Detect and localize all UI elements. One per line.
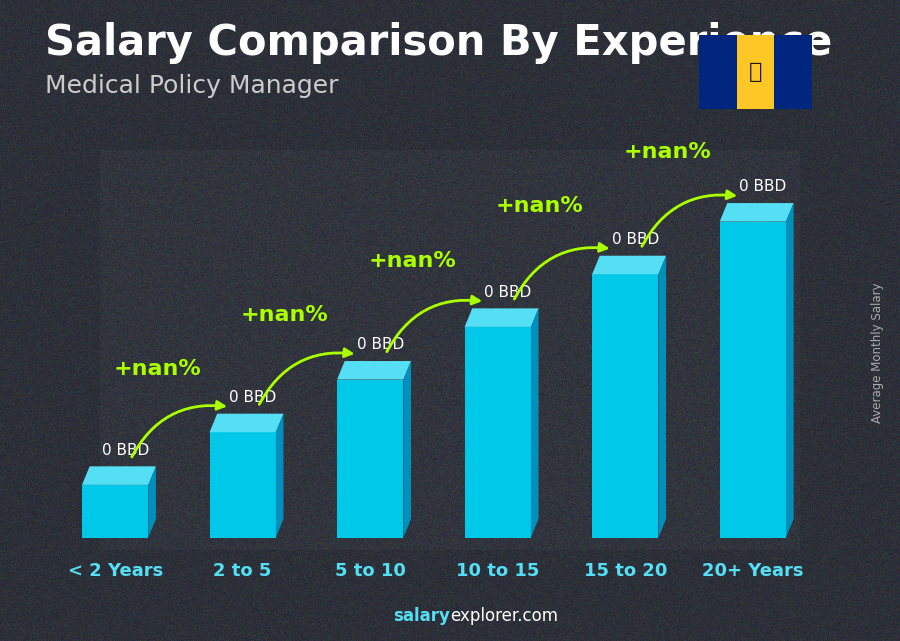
Polygon shape [720, 203, 794, 222]
FancyArrowPatch shape [259, 349, 352, 404]
Text: +nan%: +nan% [368, 251, 456, 271]
Bar [82, 485, 148, 538]
Text: salary: salary [393, 607, 450, 625]
Bar [720, 222, 786, 538]
Text: explorer.com: explorer.com [450, 607, 558, 625]
Polygon shape [82, 467, 156, 485]
Bar [464, 327, 531, 538]
Text: 0 BBD: 0 BBD [230, 390, 276, 405]
Polygon shape [338, 361, 411, 379]
Polygon shape [464, 308, 538, 327]
Text: Medical Policy Manager: Medical Policy Manager [45, 74, 338, 97]
Polygon shape [275, 413, 284, 538]
FancyArrowPatch shape [642, 191, 734, 246]
Text: 0 BBD: 0 BBD [356, 337, 404, 353]
Polygon shape [786, 203, 794, 538]
Polygon shape [210, 413, 284, 432]
Text: 0 BBD: 0 BBD [740, 179, 787, 194]
Polygon shape [148, 467, 156, 538]
Text: +nan%: +nan% [496, 196, 584, 216]
Bar [210, 432, 275, 538]
FancyArrowPatch shape [514, 244, 607, 299]
Polygon shape [531, 308, 538, 538]
Text: +nan%: +nan% [113, 360, 201, 379]
Text: +nan%: +nan% [624, 142, 711, 162]
FancyArrowPatch shape [131, 401, 224, 457]
Text: 0 BBD: 0 BBD [102, 443, 149, 458]
Text: +nan%: +nan% [241, 305, 328, 325]
FancyArrowPatch shape [387, 296, 479, 352]
Bar [338, 379, 403, 538]
Text: Salary Comparison By Experience: Salary Comparison By Experience [45, 22, 832, 65]
Polygon shape [592, 256, 666, 274]
Text: 0 BBD: 0 BBD [612, 232, 659, 247]
Text: 0 BBD: 0 BBD [484, 285, 532, 300]
Text: Average Monthly Salary: Average Monthly Salary [871, 282, 884, 423]
Polygon shape [659, 256, 666, 538]
Polygon shape [403, 361, 411, 538]
Text: ⸸: ⸸ [749, 62, 762, 82]
Bar [774, 35, 812, 109]
Bar [737, 35, 774, 109]
Bar [592, 274, 659, 538]
Bar [699, 35, 737, 109]
